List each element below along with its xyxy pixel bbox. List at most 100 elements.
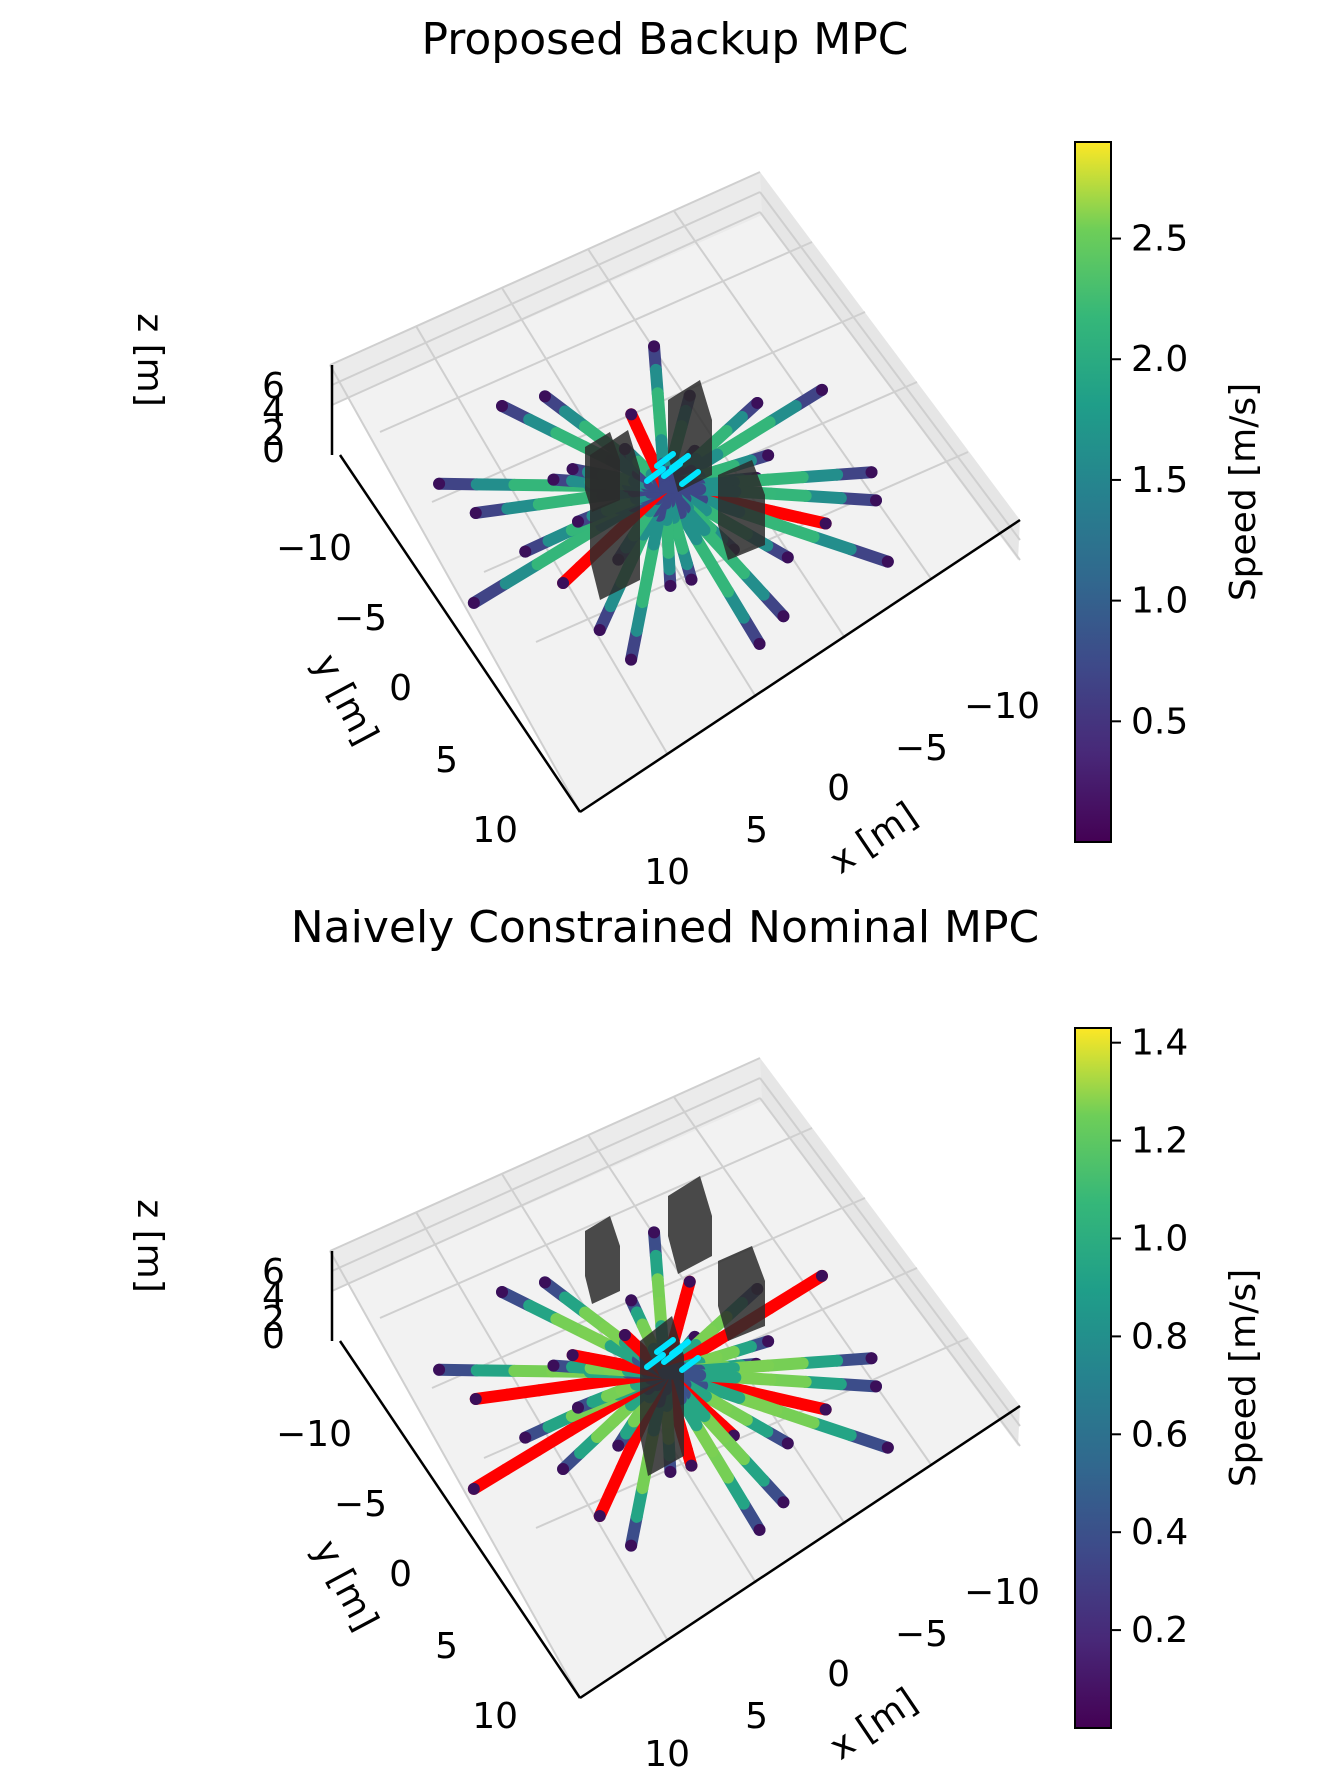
trajectory-start-point xyxy=(612,1439,625,1452)
trajectory-start-point xyxy=(762,449,775,462)
y-axis-label: y [m] xyxy=(305,1534,386,1638)
trajectory-start-point xyxy=(881,1441,894,1454)
trajectory-start-point xyxy=(539,1276,552,1289)
chart-panel-nominal-mpc: Naively Constrained Nominal MPC xyxy=(129,902,1264,1772)
x-tick-label: −5 xyxy=(895,728,948,769)
z-tick-label: 0 xyxy=(262,1316,285,1357)
y-ticks: −10 −5 0 5 10 xyxy=(276,528,518,851)
z-tick-label: 6 xyxy=(262,366,285,407)
z-axis-label: z [m] xyxy=(129,1199,170,1293)
trajectory-start-point xyxy=(572,1401,585,1414)
trajectory-segment xyxy=(696,1379,746,1404)
z-tick-label: 6 xyxy=(262,1252,285,1293)
trajectory-start-point xyxy=(572,515,585,528)
trajectory-start-point xyxy=(557,1463,570,1476)
x-tick-label: 0 xyxy=(827,768,850,809)
chart-panel-backup-mpc: Proposed Backup MPC xyxy=(129,14,1264,893)
goal-marker xyxy=(679,469,701,487)
y-ticks: −10 −5 0 5 10 xyxy=(276,1414,518,1737)
trajectory-segment xyxy=(508,1364,559,1378)
trajectory-start-point xyxy=(433,1363,446,1376)
x-tick-label: 10 xyxy=(644,852,690,893)
trajectory-start-point xyxy=(664,579,677,592)
plot-area xyxy=(329,1057,1021,1700)
obstacle-box xyxy=(668,1176,712,1274)
colorbar-ticks: 0.2 0.4 0.6 0.8 1.0 1.2 1.4 xyxy=(1111,1023,1188,1651)
trajectory-segment xyxy=(807,530,857,556)
trajectory-segment xyxy=(844,543,894,568)
goal-marker xyxy=(654,1337,676,1355)
colorbar-label: Speed [m/s] xyxy=(1223,383,1264,601)
obstacle-box xyxy=(585,1216,620,1304)
x-ticks: −10 −5 0 5 10 xyxy=(644,686,1040,893)
y-tick-label: −5 xyxy=(334,1484,387,1525)
z-ticks: 0 2 4 6 xyxy=(262,1252,285,1357)
x-tick-label: 5 xyxy=(745,810,768,851)
trajectory-segment xyxy=(844,1429,894,1454)
colorbar-tick-label: 0.4 xyxy=(1131,1512,1188,1553)
trajectory-segment xyxy=(433,477,483,491)
trajectory-segment xyxy=(470,1364,521,1377)
trajectory-start-point xyxy=(496,1286,509,1299)
trajectory-segment xyxy=(470,478,521,491)
colorbar-tick-label: 0.6 xyxy=(1131,1414,1188,1455)
trajectory-segment xyxy=(563,1405,608,1437)
z-tick-label: 4 xyxy=(262,1276,285,1317)
trajectory-start-point xyxy=(869,494,882,507)
trajectory-start-point xyxy=(815,383,828,396)
trajectory-start-point xyxy=(648,340,661,353)
trajectory-start-point xyxy=(648,1226,661,1239)
trajectory-segment xyxy=(467,577,512,609)
trajectory-start-point xyxy=(753,637,766,650)
colorbar-tick-label: 1.0 xyxy=(1131,1218,1188,1259)
z-tick-label: 0 xyxy=(262,430,285,471)
trajectory-segment xyxy=(807,1416,857,1442)
trajectory-start-point xyxy=(496,400,509,413)
x-tick-label: −5 xyxy=(895,1614,948,1655)
y-tick-label: 10 xyxy=(472,1696,518,1737)
x-tick-label: 0 xyxy=(827,1654,850,1695)
trajectory-start-point xyxy=(566,463,579,476)
trajectory-start-point xyxy=(664,1465,677,1478)
trajectory-start-point xyxy=(593,1509,606,1522)
trajectory-start-point xyxy=(869,1380,882,1393)
trajectory-start-point xyxy=(557,577,570,590)
colorbar-tick-label: 1.2 xyxy=(1131,1121,1188,1162)
y-tick-label: 0 xyxy=(389,1554,412,1595)
x-tick-label: 10 xyxy=(644,1734,690,1772)
trajectory-start-point xyxy=(685,1459,698,1472)
colorbar-tick-label: 2.0 xyxy=(1131,339,1188,380)
goal-markers xyxy=(644,1337,701,1373)
obstacle-box xyxy=(718,1246,765,1341)
trajectory-start-point xyxy=(685,573,698,586)
trajectory-start-point xyxy=(753,1523,766,1536)
z-ticks: 0 2 4 6 xyxy=(262,366,285,471)
colorbar-tick-label: 1.5 xyxy=(1131,460,1188,501)
obstacles xyxy=(585,1176,765,1476)
obstacle-box xyxy=(718,460,765,560)
trajectory-start-point xyxy=(777,610,790,623)
trajectory-start-point xyxy=(625,1294,638,1307)
goal-marker xyxy=(644,1352,666,1370)
trajectory-segment xyxy=(499,1444,544,1476)
x-ticks: −10 −5 0 5 10 xyxy=(644,1572,1040,1772)
trajectory-start-point xyxy=(539,390,552,403)
colorbar: 0.5 1.0 1.5 2.0 2.5 Speed [m/s] xyxy=(1074,141,1264,843)
goal-markers xyxy=(644,451,701,487)
trajectory-start-point xyxy=(625,408,638,421)
trajectory-segment xyxy=(770,518,820,543)
colorbar-ticks: 0.5 1.0 1.5 2.0 2.5 xyxy=(1111,219,1188,742)
trajectory-segment xyxy=(467,1463,512,1495)
trajectory-segment xyxy=(733,1391,783,1417)
trajectory-start-point xyxy=(865,1352,878,1365)
colorbar-tick-label: 2.5 xyxy=(1131,219,1188,260)
y-tick-label: −10 xyxy=(276,1414,352,1455)
trajectory-start-point xyxy=(781,1437,794,1450)
trajectory-start-point xyxy=(751,396,764,409)
trajectory-segment xyxy=(531,1424,576,1457)
trajectory-start-point xyxy=(547,1359,560,1372)
trajectory-start-point xyxy=(781,551,794,564)
x-tick-label: −10 xyxy=(964,686,1040,727)
trajectory-start-point xyxy=(777,1496,790,1509)
